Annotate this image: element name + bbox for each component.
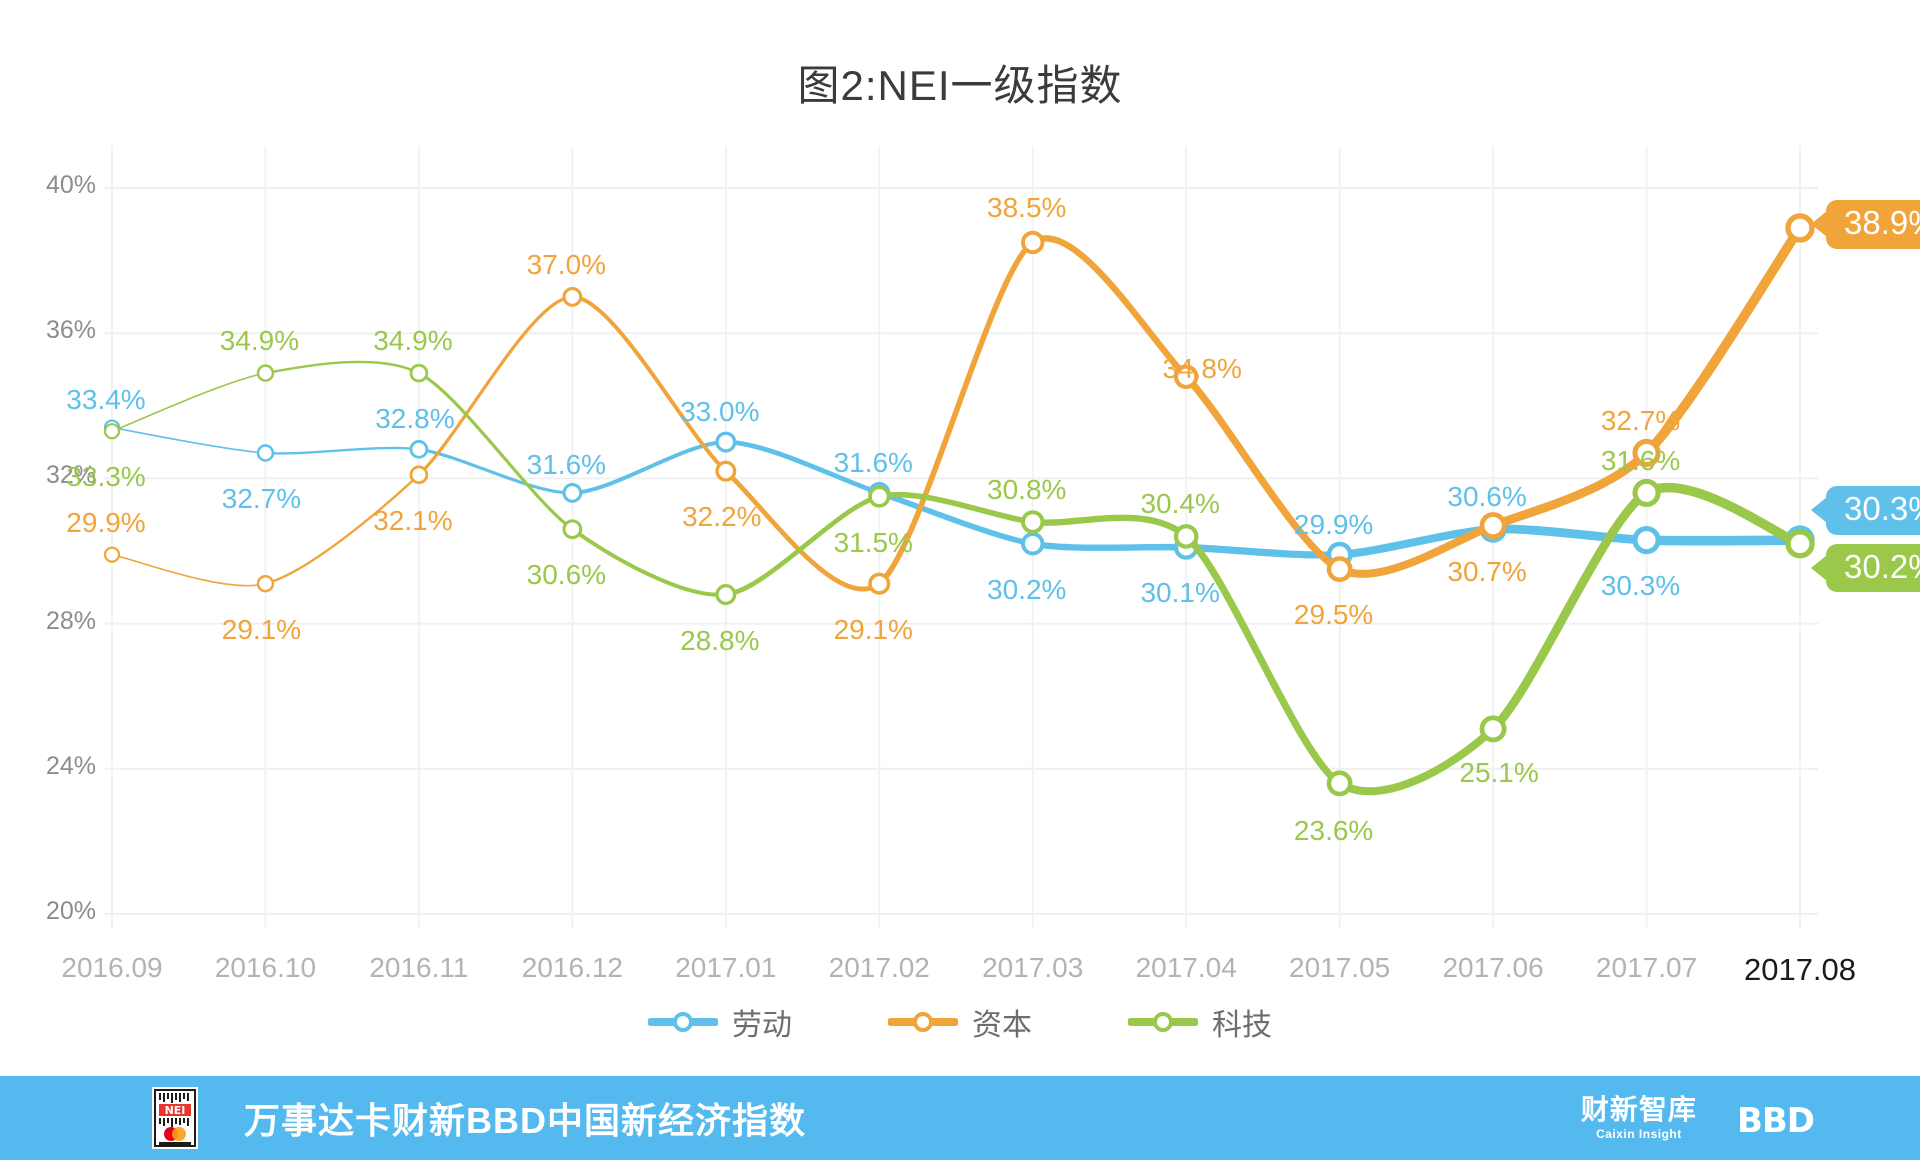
x-axis-tick: 2016.09 [61,952,163,983]
footer-logos: 财新智库 Caixin Insight BBD [1580,1093,1815,1141]
y-axis-tick: 36% [45,316,96,345]
nei-logo-icon: NEI [152,1087,198,1149]
footer-title: 万事达卡财新BBD中国新经济指数 [244,1100,806,1141]
data-point-label: 29.9% [66,506,146,538]
data-point-label: 38.5% [987,192,1067,224]
data-point-label: 32.7% [221,482,302,514]
data-point-label: 23.6% [1293,815,1374,847]
x-axis-tick: 2017.07 [1595,952,1698,983]
data-point-label: 28.8% [680,624,760,656]
svg-text:NEI: NEI [165,1104,186,1117]
legend-item-2[interactable]: 科技 [1128,1000,1272,1044]
legend-marker-icon [1128,1012,1198,1032]
end-value-callout: 30.2% [1811,543,1920,593]
data-point-label: 30.8% [987,473,1067,505]
x-axis-tick: 2016.12 [521,952,623,983]
data-point-label: 31.5% [833,526,913,558]
data-point-label: 33.0% [680,396,760,428]
data-point-label: 31.6% [526,448,607,480]
data-point-label: 30.3% [1600,570,1681,602]
x-axis-tick: 2017.08 [1743,952,1857,987]
data-point-label: 30.4% [1140,488,1220,520]
legend-marker-icon [888,1012,958,1032]
x-axis-tick: 2016.10 [214,952,317,983]
x-axis-tick: 2017.04 [1135,952,1237,983]
data-point-label: 33.4% [66,383,146,415]
chart-legend: 劳动 资本 科技 [0,1000,1920,1044]
end-value-callout: 38.9% [1811,199,1920,249]
data-point-label: 32.1% [373,504,453,536]
legend-item-0[interactable]: 劳动 [648,1000,792,1044]
data-point-label: 29.9% [1293,508,1374,540]
legend-marker-icon [648,1012,718,1032]
x-axis-tick: 2017.03 [982,952,1084,983]
x-axis-tick: 2017.05 [1289,952,1391,983]
data-point-label: 30.1% [1140,577,1220,609]
data-point-label: 31.6% [833,446,913,478]
data-point-label: 32.7% [1600,404,1681,436]
data-point-label: 29.1% [221,613,302,645]
data-point-label: 37.0% [526,248,607,280]
legend-item-1[interactable]: 资本 [888,1000,1032,1044]
x-axis-tick: 2017.06 [1442,952,1544,983]
caixin-logo-cn: 财新智库 [1580,1093,1697,1125]
data-point-label: 29.1% [833,613,913,645]
data-point-label: 34.8% [1162,352,1242,384]
x-axis-tick: 2017.01 [675,952,777,983]
legend-item-label: 资本 [972,1009,1032,1042]
caixin-logo: 财新智库 Caixin Insight [1580,1093,1697,1141]
bbd-logo: BBD [1736,1100,1815,1141]
footer-bar: NEI 万事达卡财新BBD中国新经济指数 财新智库 Caixin Insight… [0,1076,1920,1160]
y-axis-tick: 32% [45,461,96,490]
data-point-label: 30.6% [526,559,607,591]
data-point-label: 34.9% [219,325,300,357]
chart-title: 图2:NEI一级指数 [797,62,1123,109]
x-axis-tick: 2017.02 [828,952,930,983]
y-axis-tick: 24% [45,751,96,780]
data-point-label: 34.9% [373,325,453,357]
end-value-callout: 30.3% [1811,486,1920,535]
data-point-label: 33.3% [66,461,146,493]
data-point-label: 30.6% [1447,481,1527,513]
x-axis-tick: 2016.11 [369,952,469,983]
data-point-label: 29.5% [1293,599,1374,631]
data-point-label: 25.1% [1459,756,1539,788]
y-axis-tick: 20% [45,897,96,925]
data-point-label: 30.2% [987,573,1067,605]
legend-item-label: 科技 [1212,1009,1272,1042]
y-axis-tick: 28% [45,606,96,635]
y-axis-tick: 40% [45,171,96,199]
data-point-label: 32.2% [682,501,762,533]
data-point-label: 32.8% [375,403,455,435]
legend-item-label: 劳动 [732,1009,792,1042]
caixin-logo-en: Caixin Insight [1596,1126,1682,1141]
data-point-label: 30.7% [1447,555,1527,587]
data-point-label: 31.6% [1600,444,1681,476]
